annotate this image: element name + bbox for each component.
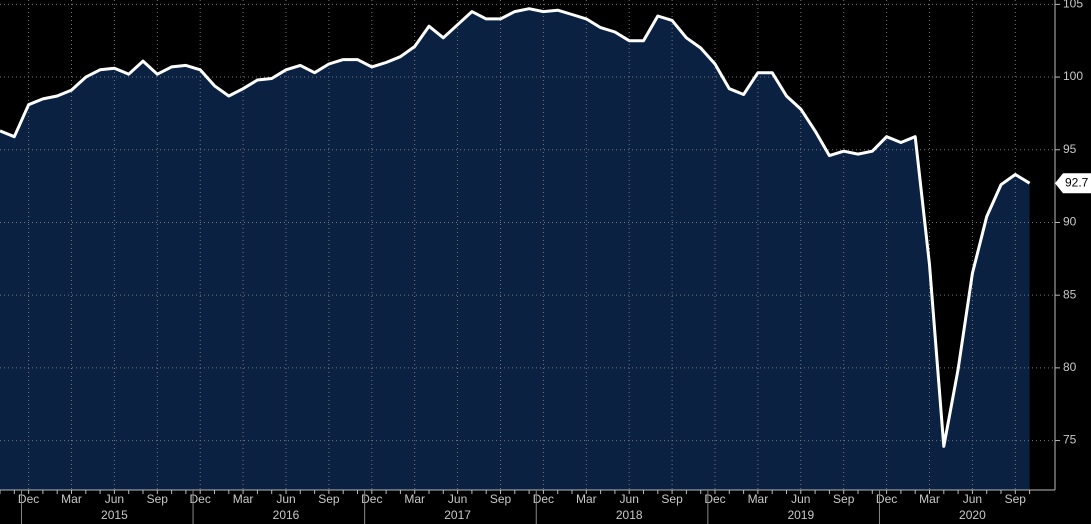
x-tick-label: Mar: [404, 492, 425, 506]
x-tick-label: Jun: [448, 492, 467, 506]
x-tick-label: Jun: [276, 492, 295, 506]
y-tick-label: 80: [1063, 360, 1077, 374]
x-tick-label: Jun: [620, 492, 639, 506]
y-tick-label: 95: [1063, 142, 1077, 156]
y-tick-label: 90: [1063, 215, 1077, 229]
x-tick-label: Dec: [876, 492, 897, 506]
year-label: 2018: [616, 508, 643, 522]
year-label: 2016: [273, 508, 300, 522]
x-tick-label: Dec: [190, 492, 211, 506]
last-value-label: 92.7: [1065, 175, 1089, 189]
x-tick-label: Sep: [1005, 492, 1027, 506]
x-tick-label: Jun: [963, 492, 982, 506]
x-tick-label: Jun: [791, 492, 810, 506]
year-label: 2017: [444, 508, 471, 522]
x-tick-label: Mar: [748, 492, 769, 506]
y-tick-label: 85: [1063, 287, 1077, 301]
last-value-tag: [1055, 173, 1091, 194]
y-tick-label: 105: [1063, 0, 1083, 11]
x-tick-label: Sep: [661, 492, 683, 506]
x-tick-label: Sep: [833, 492, 855, 506]
area: [0, 8, 1030, 490]
y-tick-label: 100: [1063, 69, 1083, 83]
x-tick-label: Sep: [318, 492, 340, 506]
x-tick-label: Sep: [490, 492, 512, 506]
y-tick-label: 75: [1063, 433, 1077, 447]
year-label: 2015: [101, 508, 128, 522]
line: [0, 7, 1031, 448]
x-tick-label: Sep: [147, 492, 169, 506]
x-tick-label: Mar: [919, 492, 940, 506]
x-tick-label: Dec: [704, 492, 725, 506]
x-tick-label: Mar: [576, 492, 597, 506]
x-tick-label: Dec: [533, 492, 554, 506]
year-label: 2019: [787, 508, 814, 522]
x-tick-label: Dec: [18, 492, 39, 506]
x-tick-label: Dec: [361, 492, 382, 506]
x-tick-label: Mar: [61, 492, 82, 506]
x-tick-label: Jun: [105, 492, 124, 506]
year-label: 2020: [959, 508, 986, 522]
x-tick-label: Mar: [233, 492, 254, 506]
